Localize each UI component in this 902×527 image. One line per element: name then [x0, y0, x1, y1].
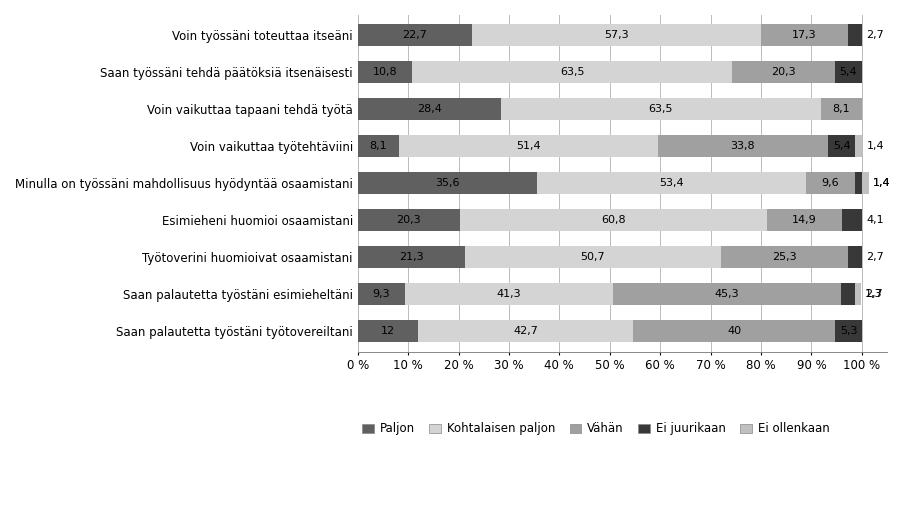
Text: 60,8: 60,8: [601, 215, 626, 225]
Text: 57,3: 57,3: [604, 31, 629, 41]
Text: 17,3: 17,3: [792, 31, 817, 41]
Text: 1,3: 1,3: [865, 289, 883, 299]
Text: 10,8: 10,8: [373, 67, 397, 77]
Bar: [855, 135, 862, 158]
Text: 33,8: 33,8: [731, 141, 755, 151]
Bar: [612, 283, 842, 305]
Bar: [834, 61, 861, 83]
Text: 2,7: 2,7: [866, 252, 884, 262]
Text: 1,4: 1,4: [866, 141, 884, 151]
Bar: [761, 24, 848, 46]
Bar: [848, 246, 861, 268]
Bar: [732, 61, 834, 83]
Bar: [358, 61, 412, 83]
Text: 2,7: 2,7: [866, 31, 884, 41]
Text: 4,1: 4,1: [866, 215, 884, 225]
Text: 14,9: 14,9: [792, 215, 816, 225]
Bar: [861, 172, 869, 194]
Text: 41,3: 41,3: [496, 289, 521, 299]
Bar: [358, 283, 405, 305]
Bar: [412, 61, 732, 83]
Text: 12: 12: [381, 326, 395, 336]
Text: 51,4: 51,4: [516, 141, 540, 151]
Text: 5,4: 5,4: [833, 141, 851, 151]
Text: 5,4: 5,4: [840, 67, 857, 77]
Bar: [405, 283, 612, 305]
Bar: [358, 320, 419, 343]
Text: 63,5: 63,5: [560, 67, 584, 77]
Bar: [767, 209, 842, 231]
Text: 40: 40: [727, 326, 741, 336]
Text: 9,3: 9,3: [373, 289, 390, 299]
Bar: [358, 24, 472, 46]
Text: 45,3: 45,3: [714, 289, 740, 299]
Bar: [358, 98, 501, 120]
Bar: [855, 283, 861, 305]
Bar: [828, 135, 855, 158]
Bar: [358, 172, 538, 194]
Text: 25,3: 25,3: [772, 252, 796, 262]
Bar: [658, 135, 828, 158]
Bar: [358, 246, 465, 268]
Bar: [472, 24, 761, 46]
Text: 1,4: 1,4: [873, 178, 890, 188]
Text: 9,6: 9,6: [822, 178, 840, 188]
Bar: [842, 283, 855, 305]
Text: 5,3: 5,3: [840, 326, 857, 336]
Text: 28,4: 28,4: [417, 104, 442, 114]
Bar: [419, 320, 633, 343]
Text: 22,7: 22,7: [402, 31, 428, 41]
Text: 8,1: 8,1: [833, 104, 851, 114]
Text: 63,5: 63,5: [649, 104, 673, 114]
Text: 20,3: 20,3: [771, 67, 796, 77]
Text: 2,7: 2,7: [865, 289, 883, 299]
Bar: [358, 209, 460, 231]
Bar: [821, 98, 861, 120]
Bar: [806, 172, 855, 194]
Bar: [848, 24, 861, 46]
Bar: [399, 135, 658, 158]
Text: 50,7: 50,7: [581, 252, 605, 262]
Bar: [501, 98, 821, 120]
Bar: [855, 172, 861, 194]
Bar: [842, 209, 862, 231]
Text: 8,1: 8,1: [369, 141, 387, 151]
Text: 53,4: 53,4: [659, 178, 684, 188]
Bar: [465, 246, 721, 268]
Bar: [460, 209, 767, 231]
Text: 1,4: 1,4: [873, 178, 890, 188]
Text: 42,7: 42,7: [513, 326, 538, 336]
Bar: [633, 320, 835, 343]
Legend: Paljon, Kohtalaisen paljon, Vähän, Ei juurikaan, Ei ollenkaan: Paljon, Kohtalaisen paljon, Vähän, Ei ju…: [358, 417, 834, 440]
Text: 21,3: 21,3: [399, 252, 424, 262]
Bar: [835, 320, 861, 343]
Text: 35,6: 35,6: [435, 178, 460, 188]
Text: 20,3: 20,3: [397, 215, 421, 225]
Bar: [358, 135, 399, 158]
Bar: [721, 246, 848, 268]
Bar: [538, 172, 806, 194]
